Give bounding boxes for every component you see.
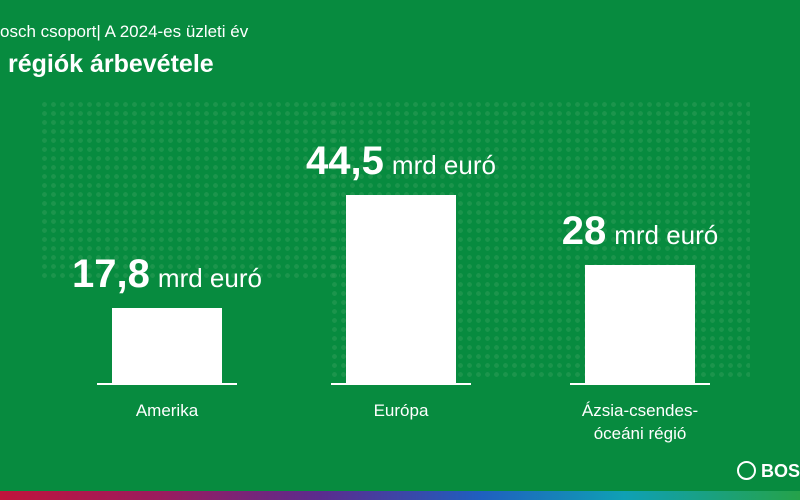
x-tick-label: Európa: [373, 401, 429, 420]
baseline: [97, 383, 237, 385]
bar: [112, 307, 222, 383]
baseline: [331, 383, 471, 385]
chart-title: régiók árbevétele: [8, 50, 214, 78]
value-label: 17,8 mrd euró: [72, 252, 262, 297]
x-tick-label: Amerika: [135, 401, 199, 420]
color-strip: [0, 491, 800, 500]
baseline: [570, 383, 710, 385]
value-unit: mrd euró: [157, 262, 262, 293]
logo-text: BOS: [760, 461, 800, 481]
value-unit: mrd euró: [614, 219, 719, 250]
logo: BOS: [736, 461, 800, 482]
value-number: 17,8: [72, 251, 150, 296]
value-label: 44,5 mrd euró: [306, 139, 496, 184]
value-unit: mrd euró: [391, 150, 496, 181]
value-number: 28: [561, 208, 607, 253]
subtitle: osch csoport| A 2024-es üzleti év: [0, 22, 249, 41]
x-tick-label: Ázsia-csendes-óceáni régió: [581, 401, 699, 443]
bar: [346, 195, 456, 383]
map-decoration: [40, 100, 340, 280]
bar: [585, 264, 695, 383]
value-label: 28 mrd euró: [562, 209, 719, 254]
value-number: 44,5: [306, 139, 384, 184]
